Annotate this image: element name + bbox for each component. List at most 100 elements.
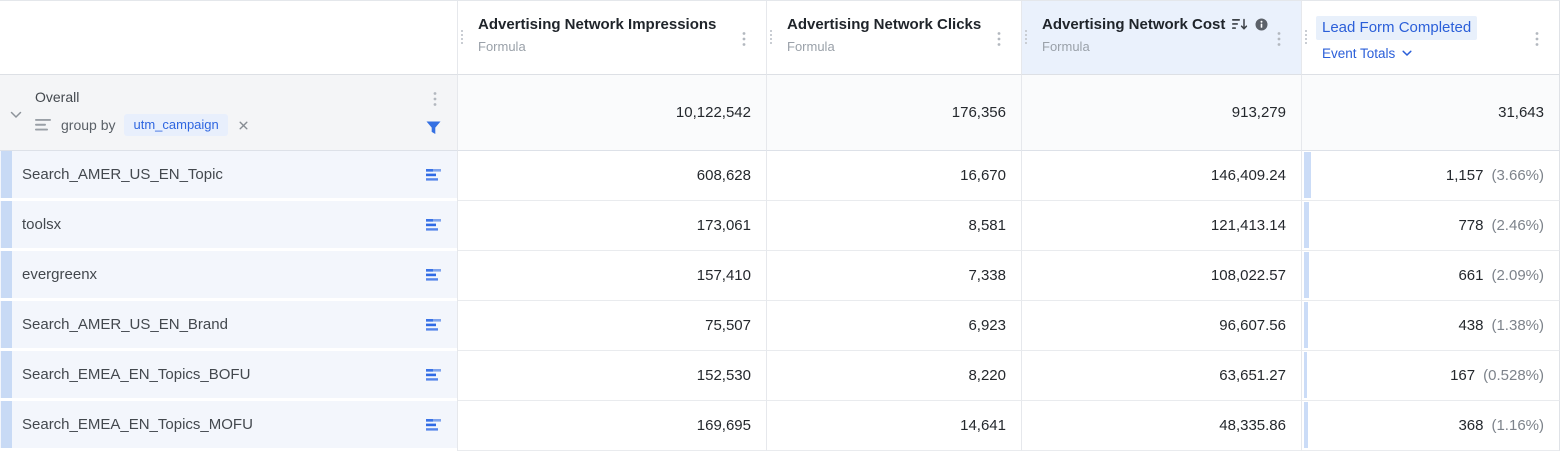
overall-row-header[interactable]: Overall group by utm_campaign	[0, 75, 458, 151]
column-menu-icon[interactable]	[1277, 31, 1283, 47]
cell-clicks[interactable]: 8,220	[767, 351, 1022, 401]
event-measure-dropdown[interactable]: Event Totals	[1322, 46, 1412, 61]
lead-count: 1,157	[1445, 167, 1484, 184]
lead-count: 661	[1458, 267, 1484, 284]
filter-funnel-icon[interactable]	[426, 121, 441, 135]
cell-cost[interactable]: 121,413.14	[1022, 201, 1302, 251]
cell-leads[interactable]: 368 (1.16%)	[1302, 401, 1560, 451]
column-subtitle: Formula	[787, 39, 835, 54]
overall-value-leads: 31,643	[1302, 75, 1560, 151]
overall-value-cost: 913,279	[1022, 75, 1302, 151]
cell-clicks[interactable]: 6,923	[767, 301, 1022, 351]
cell-leads[interactable]: 661 (2.09%)	[1302, 251, 1560, 301]
cell-impressions[interactable]: 608,628	[458, 151, 767, 201]
row-label: Search_EMEA_EN_Topics_MOFU	[22, 416, 253, 433]
column-resize-handle-icon[interactable]	[1305, 29, 1307, 46]
group-breakdown-icon[interactable]	[426, 418, 442, 431]
overall-value-clicks: 176,356	[767, 75, 1022, 151]
cell-cost[interactable]: 146,409.24	[1022, 151, 1302, 201]
column-resize-handle-icon[interactable]	[1025, 29, 1027, 46]
cell-clicks[interactable]: 8,581	[767, 201, 1022, 251]
overall-label: Overall	[35, 89, 80, 105]
column-subtitle: Formula	[1042, 39, 1090, 54]
cell-cost[interactable]: 48,335.86	[1022, 401, 1302, 451]
lead-percent: (2.46%)	[1491, 217, 1544, 234]
lead-percent: (0.528%)	[1483, 367, 1544, 384]
column-title: Advertising Network Impressions	[478, 16, 717, 33]
cell-clicks[interactable]: 14,641	[767, 401, 1022, 451]
collapse-chevron-icon[interactable]	[10, 111, 22, 119]
column-subtitle: Formula	[478, 39, 526, 54]
series-color-bar	[1, 251, 12, 298]
lead-mini-bar	[1304, 352, 1307, 398]
cell-cost[interactable]: 108,022.57	[1022, 251, 1302, 301]
group-breakdown-icon[interactable]	[426, 218, 442, 231]
lead-mini-bar	[1304, 152, 1311, 198]
cell-leads[interactable]: 167 (0.528%)	[1302, 351, 1560, 401]
cell-clicks[interactable]: 7,338	[767, 251, 1022, 301]
row-label-cell[interactable]: Search_AMER_US_EN_Brand	[0, 301, 458, 351]
column-title: Advertising Network Clicks	[787, 16, 982, 33]
info-icon[interactable]	[1255, 18, 1268, 31]
column-resize-handle-icon[interactable]	[770, 29, 772, 46]
lead-percent: (1.16%)	[1491, 417, 1544, 434]
cell-cost[interactable]: 63,651.27	[1022, 351, 1302, 401]
cell-impressions[interactable]: 173,061	[458, 201, 767, 251]
column-resize-handle-icon[interactable]	[461, 29, 463, 46]
cell-leads[interactable]: 1,157 (3.66%)	[1302, 151, 1560, 201]
row-label-cell[interactable]: Search_EMEA_EN_Topics_MOFU	[0, 401, 458, 451]
overall-value-impressions: 10,122,542	[458, 75, 767, 151]
lead-mini-bar	[1304, 202, 1309, 248]
row-label: toolsx	[22, 216, 62, 233]
sort-descending-icon[interactable]	[1232, 18, 1248, 31]
lead-percent: (1.38%)	[1491, 317, 1544, 334]
group-by-icon	[35, 119, 52, 131]
group-by-property-chip[interactable]: utm_campaign	[124, 114, 228, 136]
cell-impressions[interactable]: 152,530	[458, 351, 767, 401]
lead-mini-bar	[1304, 252, 1309, 298]
cell-clicks[interactable]: 16,670	[767, 151, 1022, 201]
chevron-down-icon	[1402, 50, 1412, 57]
cell-leads[interactable]: 438 (1.38%)	[1302, 301, 1560, 351]
cell-impressions[interactable]: 169,695	[458, 401, 767, 451]
series-color-bar	[1, 401, 12, 448]
cell-impressions[interactable]: 157,410	[458, 251, 767, 301]
lead-percent: (3.66%)	[1491, 167, 1544, 184]
cell-cost[interactable]: 96,607.56	[1022, 301, 1302, 351]
column-header-clicks[interactable]: Advertising Network Clicks Formula	[767, 1, 1022, 75]
column-header-impressions[interactable]: Advertising Network Impressions Formula	[458, 1, 767, 75]
event-column-title[interactable]: Lead Form Completed	[1316, 16, 1478, 40]
row-label: evergreenx	[22, 266, 98, 283]
cell-leads[interactable]: 778 (2.46%)	[1302, 201, 1560, 251]
group-by-label: group by	[61, 117, 116, 133]
row-label-cell[interactable]: evergreenx	[0, 251, 458, 301]
cell-impressions[interactable]: 75,507	[458, 301, 767, 351]
lead-count: 368	[1458, 417, 1484, 434]
event-measure-label: Event Totals	[1322, 46, 1396, 61]
column-menu-icon[interactable]	[997, 31, 1003, 47]
column-title: Advertising Network Cost	[1042, 16, 1226, 33]
group-breakdown-icon[interactable]	[426, 318, 442, 331]
lead-count: 438	[1458, 317, 1484, 334]
lead-count: 778	[1458, 217, 1484, 234]
row-menu-icon[interactable]	[433, 91, 439, 107]
row-label-cell[interactable]: Search_EMEA_EN_Topics_BOFU	[0, 351, 458, 401]
column-header-cost[interactable]: Advertising Network Cost Formula	[1022, 1, 1302, 75]
column-menu-icon[interactable]	[1535, 31, 1541, 47]
group-breakdown-icon[interactable]	[426, 268, 442, 281]
lead-count: 167	[1450, 367, 1476, 384]
column-header-lead-form[interactable]: Lead Form Completed Event Totals	[1302, 1, 1560, 75]
header-corner-cell	[0, 1, 458, 75]
group-breakdown-icon[interactable]	[426, 368, 442, 381]
lead-percent: (2.09%)	[1491, 267, 1544, 284]
remove-group-by-icon[interactable]	[239, 121, 248, 130]
series-color-bar	[1, 351, 12, 398]
lead-mini-bar	[1304, 402, 1308, 448]
series-color-bar	[1, 151, 12, 198]
group-breakdown-icon[interactable]	[426, 168, 442, 181]
series-color-bar	[1, 301, 12, 348]
row-label-cell[interactable]: toolsx	[0, 201, 458, 251]
column-menu-icon[interactable]	[742, 31, 748, 47]
row-label-cell[interactable]: Search_AMER_US_EN_Topic	[0, 151, 458, 201]
